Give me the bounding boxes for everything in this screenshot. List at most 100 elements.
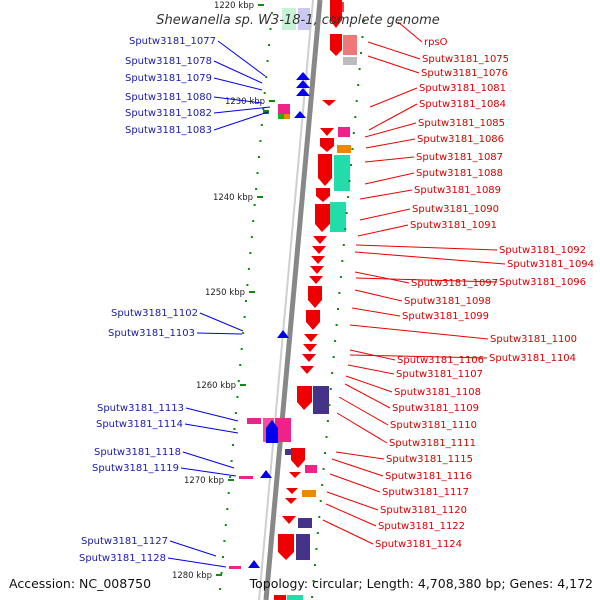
tick-dot-right <box>319 500 322 502</box>
gene-label-right[interactable]: Sputw3181_1091 <box>410 220 497 231</box>
gene-label-left[interactable]: Sputw3181_1078 <box>125 56 212 67</box>
gene-label-left[interactable]: Sputw3181_1128 <box>79 553 166 564</box>
gene-label-right[interactable]: Sputw3181_1117 <box>382 487 469 498</box>
gene-label-left[interactable]: Sputw3181_1127 <box>81 536 168 547</box>
right-leader-line <box>368 103 418 131</box>
forward-strand-genes <box>274 0 342 600</box>
gene-label-left[interactable]: Sputw3181_1079 <box>125 73 212 84</box>
right-leader-line <box>329 473 381 493</box>
left-leader-line <box>213 106 271 114</box>
gene-label-right[interactable]: Sputw3181_1097 <box>411 278 498 289</box>
left-leader-line <box>213 77 263 91</box>
gene-label-right[interactable]: Sputw3181_1081 <box>419 83 506 94</box>
gene-label-right[interactable]: Sputw3181_1075 <box>422 54 509 65</box>
kbp-label: 1280 kbp <box>172 571 212 581</box>
left-leader-line <box>167 557 227 568</box>
right-leader-line <box>354 271 410 284</box>
gene-label-left[interactable]: Sputw3181_1102 <box>111 308 198 319</box>
gene-label-left[interactable]: Sputw3181_1077 <box>129 36 216 47</box>
gene-label-right[interactable]: Sputw3181_1089 <box>414 185 501 196</box>
gene-label-right[interactable]: Sputw3181_1092 <box>499 245 586 256</box>
tick-dot-left <box>265 76 268 78</box>
gene-label-right[interactable]: Sputw3181_1087 <box>416 152 503 163</box>
gene-label-left[interactable]: Sputw3181_1083 <box>125 125 212 136</box>
right-leader-line <box>367 55 420 74</box>
gene-label-right[interactable]: Sputw3181_1090 <box>412 204 499 215</box>
tick-dot-right <box>332 356 335 358</box>
left-leader-line <box>169 540 217 557</box>
right-leader-line <box>369 87 418 108</box>
map-title: Shewanella sp. W3-18-1, complete genome <box>156 13 439 28</box>
tick-dot-left <box>268 44 270 46</box>
gene-label-right[interactable]: Sputw3181_1108 <box>394 387 481 398</box>
gene-label-right[interactable]: Sputw3181_1120 <box>380 505 467 516</box>
gene-label-right[interactable]: Sputw3181_1106 <box>397 355 484 366</box>
gene-label-right[interactable]: Sputw3181_1104 <box>489 353 576 364</box>
tick-dot-right <box>337 308 339 310</box>
tick-dot-left <box>230 460 233 462</box>
tick-dot-right <box>342 244 345 246</box>
gene-label-left[interactable]: Sputw3181_1119 <box>92 463 179 474</box>
right-leader-line <box>364 156 415 163</box>
gene-label-right[interactable]: Sputw3181_1115 <box>386 454 473 465</box>
gene-label-right[interactable]: Sputw3181_1110 <box>390 420 477 431</box>
tick-dot-left <box>247 268 250 270</box>
gene-label-right[interactable]: Sputw3181_1111 <box>389 438 476 449</box>
tick-dot-left <box>227 492 230 494</box>
left-leader-line <box>199 312 244 332</box>
genome-backbone <box>258 0 323 600</box>
gene-label-left[interactable]: Sputw3181_1114 <box>96 419 183 430</box>
tick-dot-right <box>314 564 316 566</box>
gene-label-right[interactable]: Sputw3181_1124 <box>375 539 462 550</box>
kbp-markers: 1220 kbp 1230 kbp 1240 kbp 1250 kbp 1260 kbp… <box>172 1 275 581</box>
gene-label-right[interactable]: Sputw3181_1086 <box>417 134 504 145</box>
tick-dot-left <box>234 412 237 414</box>
tick-dot-left <box>219 588 222 590</box>
gene-label-right[interactable]: Sputw3181_1094 <box>507 259 594 270</box>
tick-dot-right <box>351 148 354 150</box>
kbp-tick <box>249 291 255 293</box>
right-leader-line <box>338 396 389 426</box>
kbp-label: 1230 kbp <box>225 97 265 107</box>
tick-dot-left <box>262 108 265 110</box>
gene-label-left[interactable]: Sputw3181_1080 <box>125 92 212 103</box>
right-leader-line <box>397 21 423 43</box>
tick-dot-left <box>224 524 227 526</box>
gene-label-right[interactable]: Sputw3181_1096 <box>499 277 586 288</box>
gene-label-right[interactable]: Sputw3181_1109 <box>392 403 479 414</box>
tick-dot-left <box>232 444 234 446</box>
gene-label-right[interactable]: Sputw3181_1100 <box>490 334 577 345</box>
tick-dot-right <box>358 68 361 70</box>
tick-dot-right <box>326 420 329 422</box>
right-leader-line <box>344 383 391 409</box>
gene-label-right[interactable]: Sputw3181_1107 <box>396 369 483 380</box>
gene-label-right[interactable]: Sputw3181_1099 <box>402 311 489 322</box>
kbp-tick <box>257 196 263 198</box>
right-leader-line <box>367 41 421 60</box>
gene-label-right[interactable]: Sputw3181_1084 <box>419 99 506 110</box>
gene-label-right[interactable]: Sputw3181_1085 <box>418 118 505 129</box>
gene-label-left[interactable]: Sputw3181_1113 <box>97 403 184 414</box>
right-leader-line <box>326 491 379 511</box>
tick-dot-right <box>315 548 318 550</box>
gene-label-right[interactable]: rpsO <box>424 37 448 48</box>
right-leader-line <box>354 289 403 302</box>
tick-dot-right <box>311 596 314 598</box>
tick-dot-left <box>236 396 239 398</box>
gene-label-right[interactable]: Sputw3181_1098 <box>404 296 491 307</box>
left-leader-lines <box>167 40 271 568</box>
gene-label-left[interactable]: Sputw3181_1103 <box>108 328 195 339</box>
tick-dot-left <box>246 284 249 286</box>
tick-dot-left <box>222 556 224 558</box>
gene-label-right[interactable]: Sputw3181_1116 <box>385 471 472 482</box>
gene-label-right[interactable]: Sputw3181_1088 <box>416 168 503 179</box>
left-leader-line <box>213 60 263 84</box>
kbp-label: 1250 kbp <box>205 288 245 298</box>
gene-label-right[interactable]: Sputw3181_1122 <box>378 521 465 532</box>
gene-label-left[interactable]: Sputw3181_1118 <box>94 447 181 458</box>
right-leader-line <box>322 519 374 545</box>
gene-label-left[interactable]: Sputw3181_1082 <box>125 108 212 119</box>
gene-label-right[interactable]: Sputw3181_1076 <box>421 68 508 79</box>
right-leader-lines <box>322 21 506 545</box>
